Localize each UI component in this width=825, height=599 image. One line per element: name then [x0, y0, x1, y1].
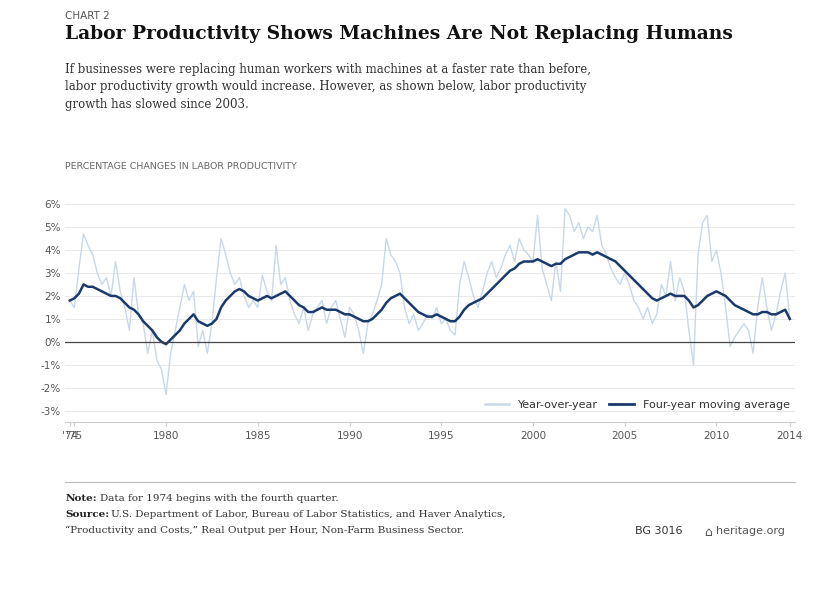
Text: heritage.org: heritage.org [716, 526, 785, 536]
Text: Labor Productivity Shows Machines Are Not Replacing Humans: Labor Productivity Shows Machines Are No… [65, 25, 733, 43]
Text: CHART 2: CHART 2 [65, 11, 110, 21]
Text: PERCENTAGE CHANGES IN LABOR PRODUCTIVITY: PERCENTAGE CHANGES IN LABOR PRODUCTIVITY [65, 162, 297, 171]
Text: ⌂: ⌂ [704, 526, 712, 539]
Text: Source:: Source: [65, 510, 109, 519]
Text: BG 3016: BG 3016 [635, 526, 683, 536]
Text: If businesses were replacing human workers with machines at a faster rate than b: If businesses were replacing human worke… [65, 63, 592, 111]
Legend: Year-over-year, Four-year moving average: Year-over-year, Four-year moving average [485, 400, 790, 410]
Text: U.S. Department of Labor, Bureau of Labor Statistics, and Haver Analytics,: U.S. Department of Labor, Bureau of Labo… [111, 510, 505, 519]
Text: “Productivity and Costs,” Real Output per Hour, Non-Farm Business Sector.: “Productivity and Costs,” Real Output pe… [65, 526, 464, 536]
Text: Note:: Note: [65, 494, 97, 503]
Text: Data for 1974 begins with the fourth quarter.: Data for 1974 begins with the fourth qua… [100, 494, 338, 503]
